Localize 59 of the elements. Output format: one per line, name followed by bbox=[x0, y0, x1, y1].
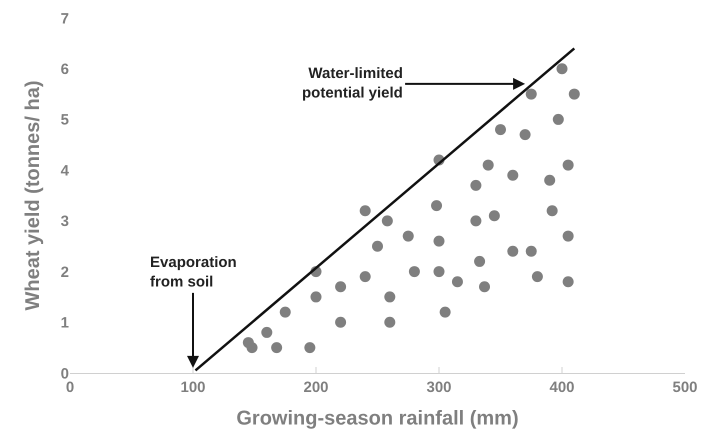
y-tick-label: 2 bbox=[60, 264, 69, 281]
x-tick-label: 200 bbox=[303, 379, 329, 396]
point bbox=[470, 180, 482, 191]
point bbox=[271, 342, 282, 354]
y-tick-label: 6 bbox=[60, 60, 69, 78]
x-tick-label: 500 bbox=[672, 379, 698, 396]
point bbox=[474, 256, 486, 267]
annotation: Water-limited potential yield bbox=[302, 65, 403, 102]
point bbox=[562, 160, 574, 171]
point bbox=[360, 271, 371, 282]
point bbox=[360, 205, 371, 216]
point bbox=[384, 291, 396, 302]
x-tick-label: 400 bbox=[549, 379, 575, 396]
point bbox=[310, 291, 322, 302]
point bbox=[488, 210, 500, 222]
point bbox=[431, 200, 442, 212]
y-tick-label: 0 bbox=[60, 365, 69, 382]
x-axis-title: Growing-season rainfall (mm) bbox=[236, 408, 519, 430]
point bbox=[440, 306, 451, 318]
point bbox=[568, 88, 580, 100]
point bbox=[384, 316, 396, 328]
point bbox=[452, 276, 463, 288]
y-tick-label: 4 bbox=[60, 162, 70, 180]
point bbox=[526, 246, 537, 257]
point bbox=[246, 342, 258, 354]
point bbox=[335, 316, 346, 328]
point bbox=[434, 236, 444, 247]
y-tick-label: 3 bbox=[60, 213, 69, 230]
point bbox=[470, 215, 482, 226]
point bbox=[562, 230, 574, 242]
point bbox=[304, 342, 316, 354]
point bbox=[372, 240, 383, 252]
point bbox=[520, 129, 531, 140]
point bbox=[335, 281, 346, 292]
point bbox=[261, 326, 272, 338]
point bbox=[479, 281, 490, 292]
y-tick-label: 1 bbox=[60, 314, 69, 332]
point bbox=[482, 160, 494, 171]
point bbox=[532, 271, 543, 282]
x-tick-label: 300 bbox=[426, 379, 452, 396]
point bbox=[280, 306, 291, 318]
point bbox=[546, 205, 558, 216]
point bbox=[382, 215, 393, 226]
point bbox=[562, 276, 574, 288]
x-tick-label: 100 bbox=[180, 379, 206, 396]
point bbox=[552, 114, 564, 125]
annotation: Evaporation from soil bbox=[150, 254, 237, 290]
point bbox=[556, 63, 568, 74]
point bbox=[434, 266, 444, 278]
point bbox=[507, 246, 518, 257]
point bbox=[507, 170, 518, 181]
y-axis-title: Wheat yield (tonnes/ ha) bbox=[22, 80, 44, 311]
point bbox=[408, 266, 420, 278]
point bbox=[526, 88, 537, 100]
y-tick-label: 5 bbox=[60, 112, 69, 129]
y-tick-label: 7 bbox=[60, 10, 69, 28]
point bbox=[544, 174, 556, 186]
point bbox=[495, 124, 506, 136]
point bbox=[402, 230, 414, 242]
